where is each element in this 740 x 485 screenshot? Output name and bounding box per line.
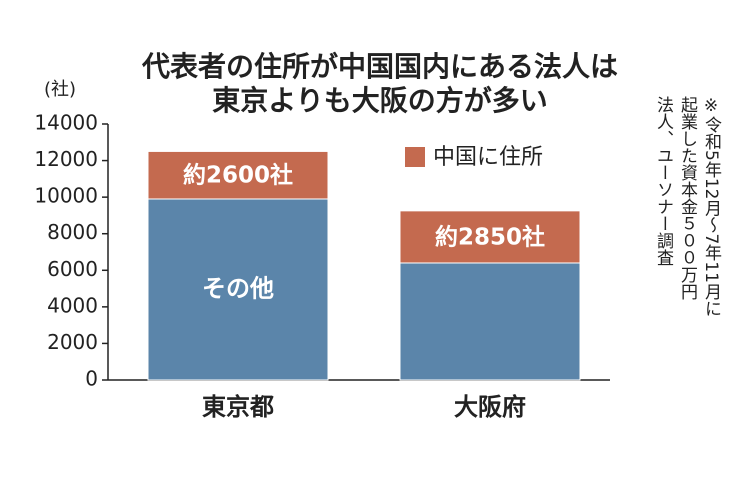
series-label: その他 <box>202 274 274 302</box>
value-label: 約2850社 <box>435 223 545 250</box>
chart-title: 東京よりも大阪の方が多い <box>212 84 547 117</box>
y-tick-label: 10000 <box>34 184 98 208</box>
note: 法人、ユーソナー調査 <box>653 96 673 266</box>
y-tick-label: 0 <box>85 367 98 391</box>
bar-segment <box>399 210 581 264</box>
x-tick-label: 東京都 <box>202 393 274 421</box>
y-unit: (社) <box>44 79 76 100</box>
legend-swatch <box>405 147 425 167</box>
bar-segment <box>147 150 329 200</box>
value-label: 約2600社 <box>183 162 293 189</box>
bar-segment <box>399 262 581 381</box>
y-tick-label: 12000 <box>34 147 98 171</box>
note: ※令和5年12月～7年11月に <box>701 96 721 317</box>
legend-label: 中国に住所 <box>433 145 543 170</box>
y-tick-label: 6000 <box>47 257 98 281</box>
x-tick-label: 大阪府 <box>454 393 526 421</box>
y-tick-label: 8000 <box>47 220 98 244</box>
chart-title: 代表者の住所が中国国内にある法人は <box>141 50 618 83</box>
y-tick-label: 2000 <box>47 330 98 354</box>
y-tick-label: 4000 <box>47 293 98 317</box>
note: 起業した資本金５００万円 <box>677 96 697 300</box>
y-tick-label: 14000 <box>34 111 98 135</box>
